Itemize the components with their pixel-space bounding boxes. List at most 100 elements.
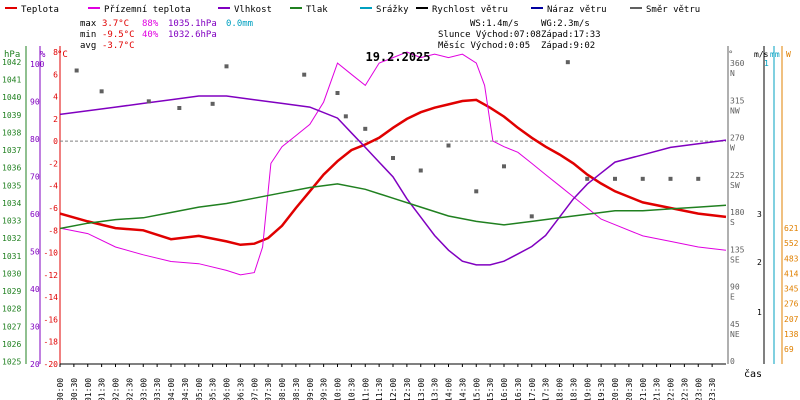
wind-direction-point [565,60,570,65]
stat-min-hum: 40% [142,30,159,40]
x-tick-label: 04:30 [181,378,190,400]
stat-max-rain: 0.0mm [226,19,253,29]
direction-tick: 90 [730,283,740,292]
wind-direction-point [640,176,645,181]
wind-direction-point [418,168,423,173]
x-tick-label: 02:00 [112,378,121,400]
temperature-tick: -6 [48,204,58,213]
stat-avg-temp: -3.7°C [102,41,135,51]
wind-direction-point [613,176,617,181]
pressure-tick: 1025 [2,358,21,367]
x-tick-label: 11:30 [375,378,384,400]
x-tick-label: 06:00 [223,378,232,400]
x-tick-label: 23:00 [694,378,703,400]
x-tick-label: 14:30 [458,378,467,400]
solar-tick: 138 [784,330,799,339]
x-tick-label: 16:30 [514,378,523,400]
direction-tick: 180 [730,208,745,217]
x-tick-label: 17:00 [528,378,537,400]
legend-label: Náraz větru [547,5,607,15]
pressure-tick: 1035 [2,181,21,190]
wind-direction-point [74,68,79,73]
wind-direction-point [446,143,451,148]
x-tick-label: 03:00 [139,378,148,400]
x-tick-label: 19:00 [583,378,592,400]
direction-label: N [730,69,735,78]
direction-label: W [730,144,735,153]
legend-label: Směr větru [646,5,700,15]
x-tick-label: 06:30 [236,378,245,400]
wind-direction-point [343,114,348,119]
stat-min-temp: -9.5°C [102,30,135,40]
series-přízemní-teplota [59,51,727,276]
wind-direction-point [502,164,506,169]
wind-direction-point [335,91,340,95]
x-tick-label: 12:30 [403,378,412,400]
pressure-tick: 1026 [2,340,21,349]
temperature-tick: -16 [44,315,59,324]
stat-moon-set: Západ:9:02 [541,41,595,51]
pressure-tick: 1027 [2,322,21,331]
x-tick-label: 03:30 [153,378,162,400]
solar-tick: 69 [784,345,794,354]
stat-wg: WG:2.3m/s [541,19,590,29]
x-tick-label: 23:30 [708,378,717,400]
temperature-tick: 4 [53,93,58,102]
x-axis-label: čas [744,368,762,380]
stat-max-temp: 3.7°C [102,19,129,29]
temperature-tick: -20 [44,360,59,369]
series-teplota [59,98,727,247]
pressure-tick: 1030 [2,269,21,278]
pressure-tick: 1040 [2,93,21,102]
solar-tick: 483 [784,254,799,263]
solar-tick: 414 [784,269,799,278]
pressure-tick: 1036 [2,164,21,173]
rain-tick: 1 [764,59,769,68]
stat-moon: Měsíc Východ:0:05 [438,41,530,51]
wind-direction-point [391,156,395,160]
x-tick-label: 20:00 [611,378,620,400]
temperature-tick: 2 [53,115,58,124]
stat-avg-label: avg [80,41,96,51]
series-tlak [59,183,727,230]
humidity-unit: % [40,50,46,60]
direction-tick: 225 [730,171,745,180]
temperature-tick: -8 [48,226,58,235]
pressure-tick: 1041 [2,76,21,85]
x-tick-label: 17:30 [542,378,551,400]
stat-min-label: min [80,30,96,40]
solar-tick: 276 [784,300,799,309]
humidity-tick: 80 [30,135,40,144]
x-tick-label: 18:00 [556,378,565,400]
pressure-unit: hPa [4,50,20,60]
x-tick-label: 22:00 [667,378,676,400]
pressure-tick: 1034 [2,199,21,208]
x-tick-label: 08:00 [278,378,287,400]
temperature-tick: -18 [44,338,59,347]
rain-unit: mm [770,50,780,59]
direction-tick: 0 [730,357,735,366]
direction-tick: 315 [730,96,745,105]
direction-label: SW [730,181,740,190]
humidity-tick: 60 [30,210,40,219]
solar-unit: W [786,50,791,59]
solar-tick: 552 [784,239,799,248]
solar-tick: 207 [784,315,799,324]
temperature-tick: -2 [48,159,58,168]
x-tick-label: 21:00 [639,378,648,400]
legend-label: Teplota [21,5,59,15]
pressure-tick: 1042 [2,58,21,67]
wind-direction-point [529,214,534,219]
x-tick-label: 14:00 [445,378,454,400]
x-tick-label: 02:30 [125,378,134,400]
x-tick-label: 04:00 [167,378,176,400]
x-tick-label: 08:30 [292,378,301,400]
pressure-tick: 1031 [2,252,21,261]
x-tick-label: 20:30 [625,378,634,400]
humidity-tick: 20 [30,360,40,369]
wind-tick: 1 [757,308,762,317]
humidity-tick: 40 [30,285,40,294]
wind-tick: 2 [757,258,762,267]
direction-unit: ° [728,50,733,60]
wind-direction-point [99,89,104,94]
